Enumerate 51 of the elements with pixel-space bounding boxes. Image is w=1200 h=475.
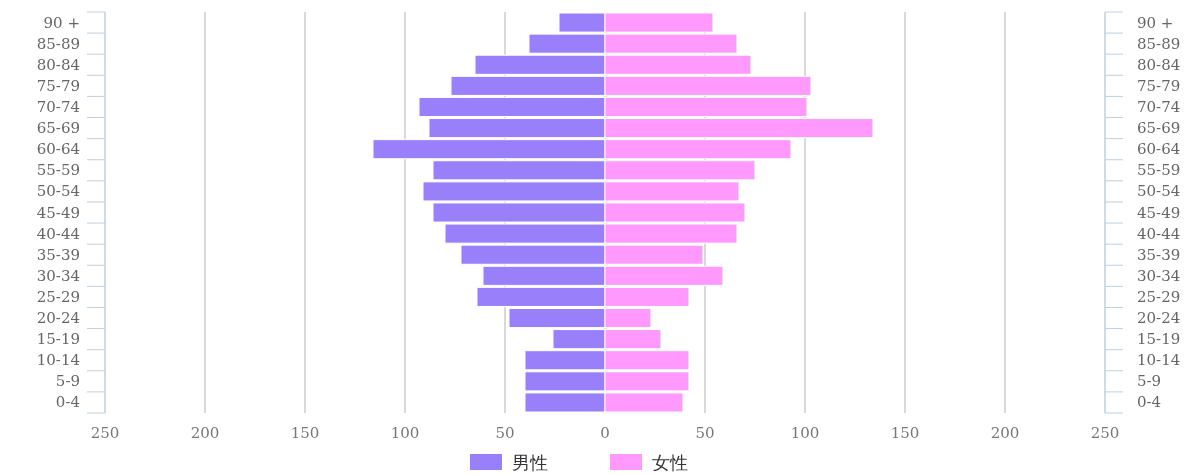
y-tick-label: 35-39 bbox=[36, 245, 80, 264]
y-tick-label: 5-9 bbox=[55, 372, 80, 391]
y-tick-label: 65-69 bbox=[36, 119, 80, 138]
category-label: 75-79 bbox=[1137, 76, 1181, 95]
x-tick-label: 200 bbox=[990, 424, 1020, 442]
y-tick-label: 50-54 bbox=[36, 182, 80, 201]
category-label: 55-59 bbox=[1137, 161, 1181, 180]
x-tick-label: 50 bbox=[695, 424, 715, 442]
x-tick-label: 0 bbox=[600, 424, 610, 442]
category-label: 90 + bbox=[1137, 13, 1174, 32]
x-tick-label: 250 bbox=[1090, 424, 1120, 442]
y-tick-label: 15-19 bbox=[36, 330, 80, 349]
y-tick-label: 55-59 bbox=[36, 161, 80, 180]
category-label: 65-69 bbox=[1137, 119, 1181, 138]
category-label: 15-19 bbox=[1137, 330, 1181, 349]
y-tick-label: 85-89 bbox=[36, 34, 80, 53]
y-tick-label: 75-79 bbox=[36, 76, 80, 95]
category-label: 20-24 bbox=[1137, 309, 1181, 328]
legend-label: 男性 bbox=[512, 453, 548, 473]
category-label: 25-29 bbox=[1137, 287, 1181, 306]
y-tick-label: 60-64 bbox=[36, 140, 80, 159]
x-tick-label: 50 bbox=[495, 424, 515, 442]
category-label: 85-89 bbox=[1137, 34, 1181, 53]
category-label: 70-74 bbox=[1137, 97, 1181, 116]
y-tick-label: 0-4 bbox=[55, 393, 80, 412]
category-label: 60-64 bbox=[1137, 140, 1181, 159]
y-tick-label: 20-24 bbox=[36, 309, 80, 328]
category-label: 35-39 bbox=[1137, 245, 1181, 264]
category-label: 45-49 bbox=[1137, 203, 1181, 222]
x-tick-label: 250 bbox=[90, 424, 120, 442]
category-label: 0-4 bbox=[1137, 393, 1162, 412]
category-label: 80-84 bbox=[1137, 55, 1181, 74]
y-tick-label: 40-44 bbox=[36, 224, 80, 243]
y-tick-label: 10-14 bbox=[36, 351, 80, 370]
category-label: 40-44 bbox=[1137, 224, 1181, 243]
y-tick-label: 80-84 bbox=[36, 55, 80, 74]
y-tick-label: 90 + bbox=[43, 13, 80, 32]
category-label: 10-14 bbox=[1137, 351, 1181, 370]
x-tick-label: 100 bbox=[790, 424, 820, 442]
y-tick-label: 70-74 bbox=[36, 97, 80, 116]
y-tick-label: 25-29 bbox=[36, 287, 80, 306]
x-tick-label: 200 bbox=[190, 424, 220, 442]
category-label: 50-54 bbox=[1137, 182, 1181, 201]
category-label: 30-34 bbox=[1137, 266, 1181, 285]
category-label: 5-9 bbox=[1137, 372, 1162, 391]
y-tick-label: 30-34 bbox=[36, 266, 80, 285]
x-tick-label: 150 bbox=[890, 424, 920, 442]
x-tick-label: 100 bbox=[390, 424, 420, 442]
x-tick-label: 150 bbox=[290, 424, 320, 442]
y-tick-label: 45-49 bbox=[36, 203, 80, 222]
legend-label: 女性 bbox=[652, 453, 688, 473]
